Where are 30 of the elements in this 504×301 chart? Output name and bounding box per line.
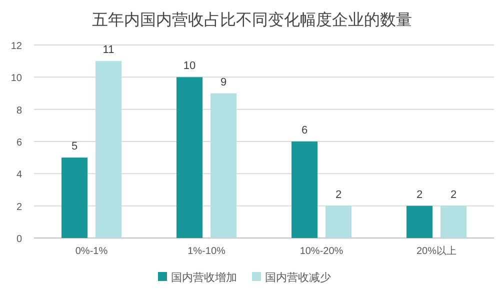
bar xyxy=(176,77,202,238)
y-tick-label: 6 xyxy=(16,138,22,148)
data-label: 2 xyxy=(335,188,342,201)
legend-label: 国内营收增加 xyxy=(171,271,237,284)
y-tick-label: 10 xyxy=(10,73,22,84)
bar xyxy=(96,61,122,238)
y-tick-label: 2 xyxy=(16,202,22,213)
legend-label: 国内营收减少 xyxy=(265,271,331,284)
data-label: 11 xyxy=(102,44,114,56)
x-tick-label: 20%以上 xyxy=(416,245,457,257)
y-tick-label: 0 xyxy=(16,234,22,245)
x-tick-label: 10%-20% xyxy=(300,246,344,257)
data-label: 10 xyxy=(183,60,196,72)
bar xyxy=(326,206,352,238)
x-tick-label: 0%-1% xyxy=(75,246,108,257)
data-label: 2 xyxy=(416,188,423,201)
bar xyxy=(440,206,466,238)
data-label: 9 xyxy=(220,76,227,88)
y-tick-label: 12 xyxy=(10,41,22,52)
data-label: 6 xyxy=(301,124,308,136)
y-tick-label: 4 xyxy=(16,170,22,181)
bar xyxy=(292,142,318,238)
x-tick-label: 1%-10% xyxy=(188,246,226,257)
data-label: 2 xyxy=(450,188,457,201)
bar xyxy=(62,158,88,238)
chart-title: 五年内国内营收占比不同变化幅度企业的数量 xyxy=(92,11,412,29)
data-label: 5 xyxy=(71,140,78,153)
y-tick-label: 8 xyxy=(16,105,22,116)
bar xyxy=(210,93,236,238)
bar xyxy=(406,206,432,238)
